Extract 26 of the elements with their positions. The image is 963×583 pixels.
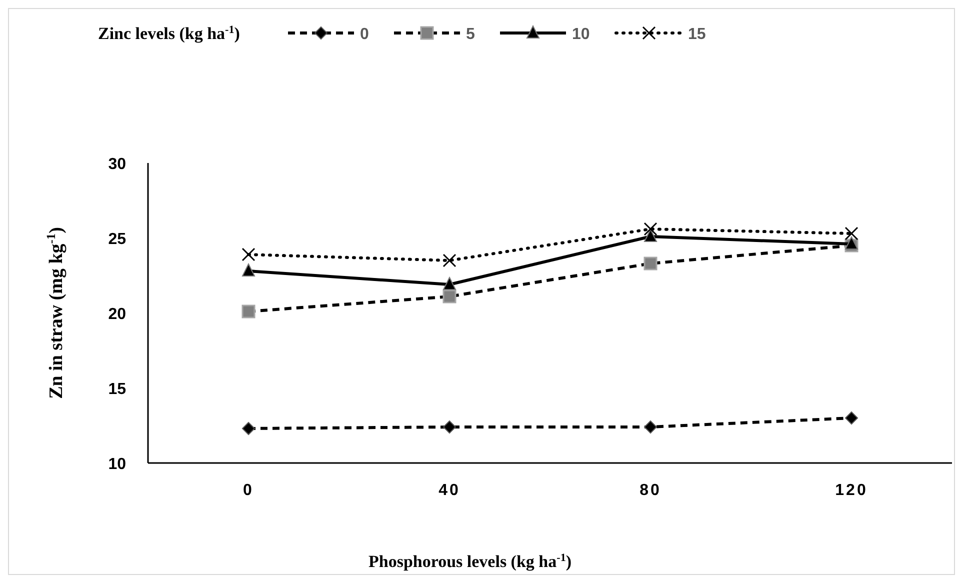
x-tick-label: 40: [438, 482, 460, 499]
point: [242, 248, 256, 262]
point: [644, 420, 657, 434]
point: [442, 254, 456, 268]
point: [844, 226, 858, 240]
y-tick-label: 20: [108, 306, 126, 323]
x-tick-label: 0: [243, 482, 254, 499]
point: [242, 422, 255, 435]
legend-label: 10: [572, 26, 590, 43]
x-tick-label: 80: [640, 482, 662, 499]
point: [443, 277, 456, 290]
legend-label: 15: [688, 26, 706, 43]
x-tick-label: 120: [835, 482, 868, 499]
y-tick-label: 15: [108, 381, 126, 398]
point: [644, 222, 658, 236]
legend-title: Zinc levels (kg ha$^{-1}$): [98, 24, 240, 43]
point: [845, 412, 858, 424]
point: [644, 229, 657, 242]
x-axis-title: Phosphorous levels (kg ha$^{-1}$): [368, 552, 572, 571]
legend-label: 5: [466, 26, 475, 43]
point: [443, 420, 456, 434]
y-tick-label: 30: [108, 156, 126, 173]
y-tick-label: 10: [108, 456, 126, 473]
legend-label: 0: [360, 26, 369, 43]
point: [242, 264, 255, 276]
y-tick-label: 25: [108, 231, 126, 248]
